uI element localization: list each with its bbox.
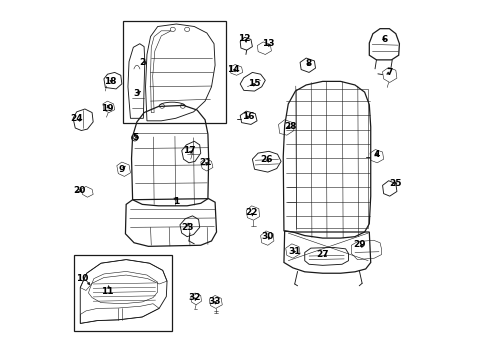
Text: 28: 28 xyxy=(284,122,296,131)
Text: 17: 17 xyxy=(182,146,195,155)
Text: 12: 12 xyxy=(238,34,250,43)
Bar xyxy=(123,22,225,123)
Text: 3: 3 xyxy=(133,89,139,98)
Text: 26: 26 xyxy=(259,155,272,164)
Text: 19: 19 xyxy=(101,104,114,113)
Text: 23: 23 xyxy=(181,223,194,232)
Text: 33: 33 xyxy=(208,297,221,306)
Text: 32: 32 xyxy=(188,293,201,302)
Text: 10: 10 xyxy=(76,274,88,283)
Text: 11: 11 xyxy=(101,287,114,296)
Text: 5: 5 xyxy=(132,133,138,142)
Bar xyxy=(296,89,367,228)
Text: 7: 7 xyxy=(386,68,392,77)
Text: 6: 6 xyxy=(381,35,386,44)
Text: 27: 27 xyxy=(316,250,328,259)
Text: 21: 21 xyxy=(199,158,212,167)
Text: 14: 14 xyxy=(227,65,240,74)
Text: 31: 31 xyxy=(288,247,300,256)
Text: 15: 15 xyxy=(248,79,260,88)
Text: 22: 22 xyxy=(245,208,257,217)
Text: 13: 13 xyxy=(261,39,273,48)
Text: 25: 25 xyxy=(388,179,401,188)
Text: 29: 29 xyxy=(353,240,366,249)
Text: 8: 8 xyxy=(305,59,311,68)
Text: 30: 30 xyxy=(261,232,273,241)
Text: 1: 1 xyxy=(173,197,179,206)
Text: 2: 2 xyxy=(139,58,145,67)
Text: 18: 18 xyxy=(103,77,116,86)
Text: 16: 16 xyxy=(242,112,254,121)
Text: 24: 24 xyxy=(70,114,83,123)
Text: 4: 4 xyxy=(373,150,380,159)
Text: 20: 20 xyxy=(73,185,85,194)
Text: 9: 9 xyxy=(119,165,125,174)
Bar xyxy=(74,255,172,331)
